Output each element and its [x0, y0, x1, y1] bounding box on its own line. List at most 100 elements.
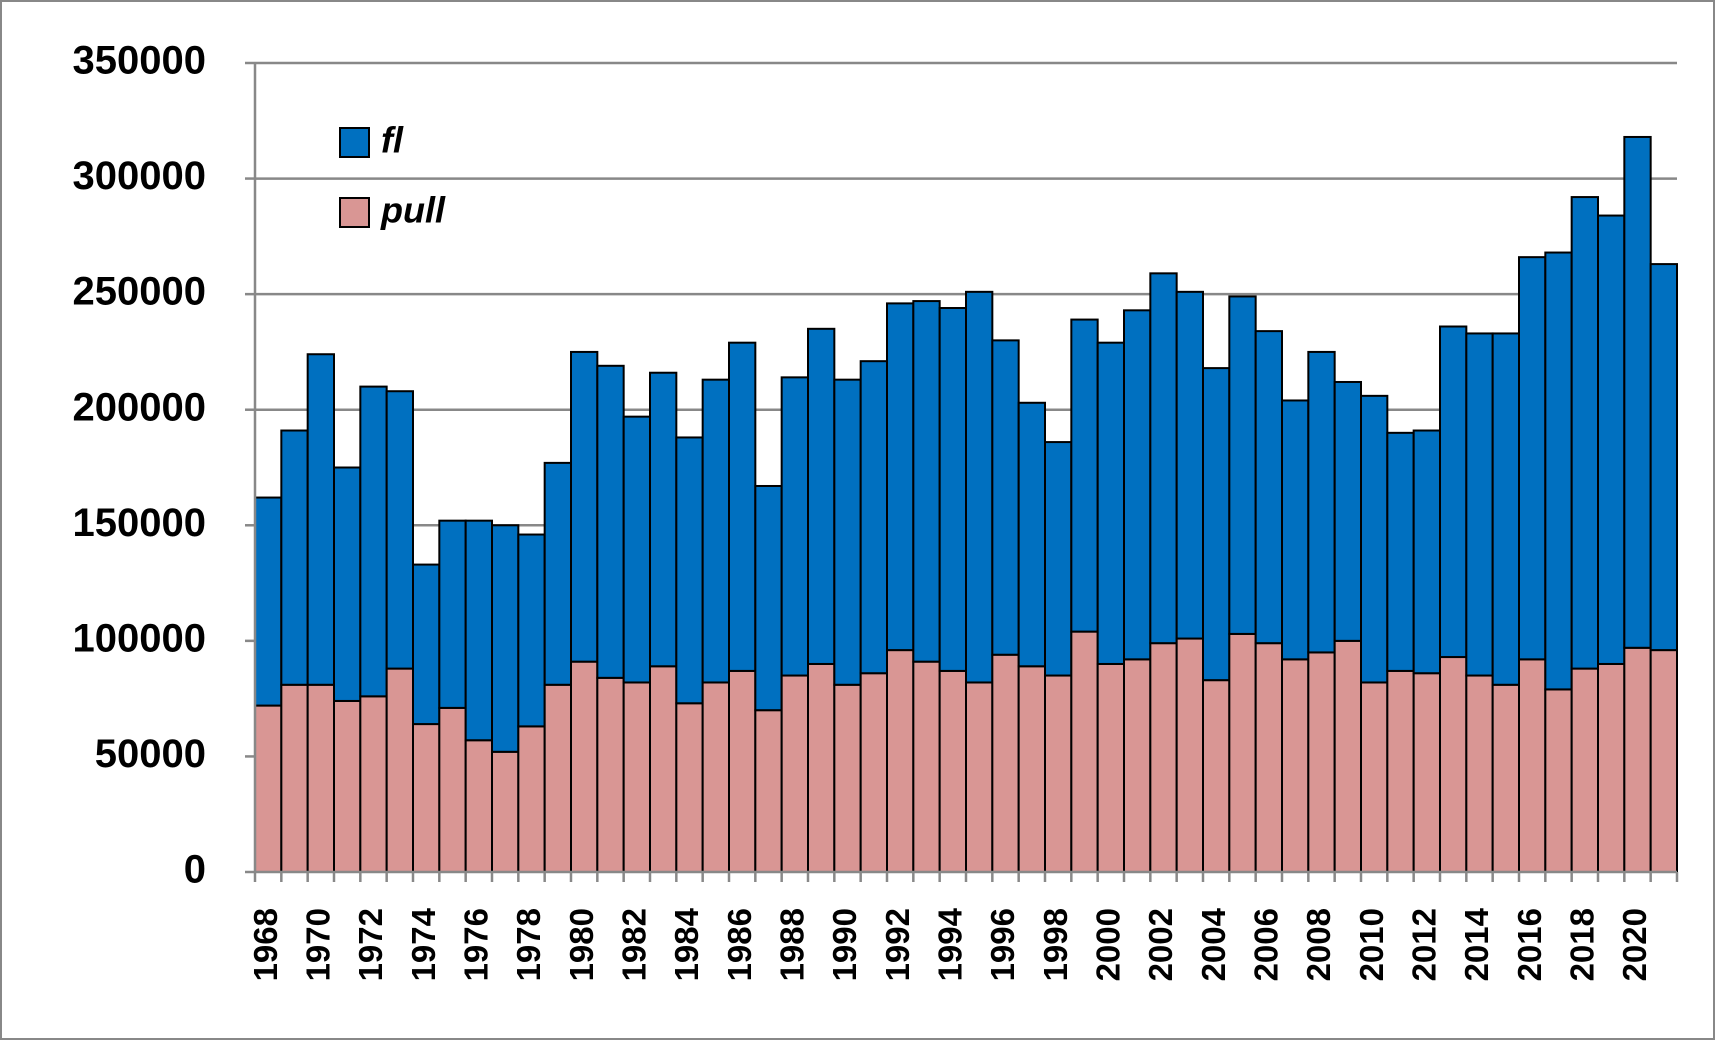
bar-segment [1570, 196, 1599, 670]
legend-label: pull [380, 190, 446, 231]
x-tick-label: 1980 [563, 908, 600, 981]
bar-segment [807, 327, 836, 665]
x-tick-label: 2014 [1458, 907, 1495, 981]
bar-segment [807, 662, 836, 873]
bar-segment [1412, 429, 1441, 675]
bar-segment [596, 364, 625, 679]
bar-segment [1333, 639, 1362, 873]
bar-segment [1175, 290, 1204, 640]
bar-segment [754, 709, 783, 874]
legend-swatch [339, 197, 370, 228]
bar-segment [491, 750, 520, 874]
bar-segment [1044, 441, 1073, 677]
x-tick-label: 2004 [1195, 907, 1232, 981]
bar-segment [1202, 679, 1231, 873]
bar-segment [780, 674, 810, 873]
bar-segment [1623, 646, 1652, 874]
bar-segment [1070, 318, 1099, 633]
x-tick-label: 2020 [1616, 908, 1653, 981]
bar-segment [833, 378, 862, 686]
bar-segment [859, 360, 889, 675]
bar-segment [1518, 256, 1547, 661]
bar-segment [1412, 672, 1441, 874]
bar-segment [1544, 251, 1573, 691]
bar-segment [1044, 674, 1073, 873]
bar-segment [254, 704, 283, 873]
x-tick-label: 2016 [1511, 908, 1548, 981]
bar-segment [965, 290, 994, 684]
bar-segment [965, 681, 994, 873]
y-tick-label: 300000 [73, 154, 206, 198]
bar-segment [1386, 669, 1415, 873]
bar-segment [859, 672, 889, 874]
bar-segment [464, 519, 493, 742]
x-tick-label: 1970 [300, 908, 337, 981]
bar-segment [596, 676, 625, 874]
bar-segment [517, 533, 546, 728]
bar-segment [1333, 380, 1362, 642]
bar-segment [543, 461, 573, 686]
bar-segment [886, 649, 915, 873]
bar-segment [1570, 667, 1599, 874]
bar-segment [1017, 401, 1047, 668]
y-tick-label: 250000 [73, 270, 206, 314]
bar-segment [728, 341, 757, 672]
x-tick-label: 2006 [1248, 908, 1285, 981]
bar-segment [1465, 674, 1494, 873]
x-tick-label: 1994 [932, 907, 969, 981]
x-tick-label: 1986 [721, 908, 758, 981]
bar-segment [1175, 637, 1204, 873]
bar-segment [438, 519, 467, 709]
bar-segment [1307, 651, 1336, 874]
bar-segment [1649, 649, 1678, 873]
bar-segment [570, 660, 599, 873]
x-tick-label: 2012 [1406, 908, 1443, 981]
bar-segment [701, 378, 731, 684]
y-tick-label: 50000 [95, 732, 206, 776]
bar-segment [280, 683, 309, 873]
bar-segment [1096, 662, 1125, 873]
x-tick-label: 1996 [984, 908, 1021, 981]
y-tick-label: 150000 [73, 501, 206, 545]
bar-segment [991, 339, 1020, 656]
bar-segment [1597, 662, 1626, 873]
x-tick-label: 1982 [616, 908, 653, 981]
x-tick-label: 1984 [668, 907, 705, 981]
bar-segment [938, 307, 968, 672]
y-tick-label: 100000 [73, 616, 206, 660]
bar-segment [912, 660, 941, 873]
bar-segment [1228, 295, 1257, 635]
bar-segment [701, 681, 731, 873]
bar-segment [517, 725, 546, 873]
bar-segment [938, 669, 968, 873]
bar-segment [780, 376, 810, 677]
bar-segment [622, 681, 652, 873]
bar-segment [1439, 656, 1468, 874]
bar-segment [912, 300, 941, 663]
bar-segment [1360, 681, 1389, 873]
bar-segment [675, 702, 704, 873]
bar-segment [1254, 642, 1283, 873]
y-tick-label: 350000 [73, 39, 206, 83]
bar-segment [1491, 332, 1520, 686]
x-tick-label: 1974 [405, 907, 442, 981]
x-tick-label: 2018 [1564, 908, 1601, 981]
legend-swatch [339, 127, 370, 158]
y-tick-label: 200000 [73, 385, 206, 429]
bar-segment [1228, 632, 1257, 873]
bar-segment [1307, 350, 1336, 654]
bar-segment [622, 415, 652, 684]
bar-segment [543, 683, 573, 873]
x-tick-label: 1990 [826, 908, 863, 981]
bar-segment [1518, 658, 1547, 873]
x-tick-label: 2000 [1090, 908, 1127, 981]
x-tick-label: 1972 [352, 908, 389, 981]
bar-segment [438, 706, 467, 873]
bar-segment [886, 302, 915, 652]
bar-segment [1070, 630, 1099, 874]
bar-segment [464, 739, 493, 874]
x-tick-label: 1988 [774, 908, 811, 981]
bar-segment [1149, 642, 1178, 873]
